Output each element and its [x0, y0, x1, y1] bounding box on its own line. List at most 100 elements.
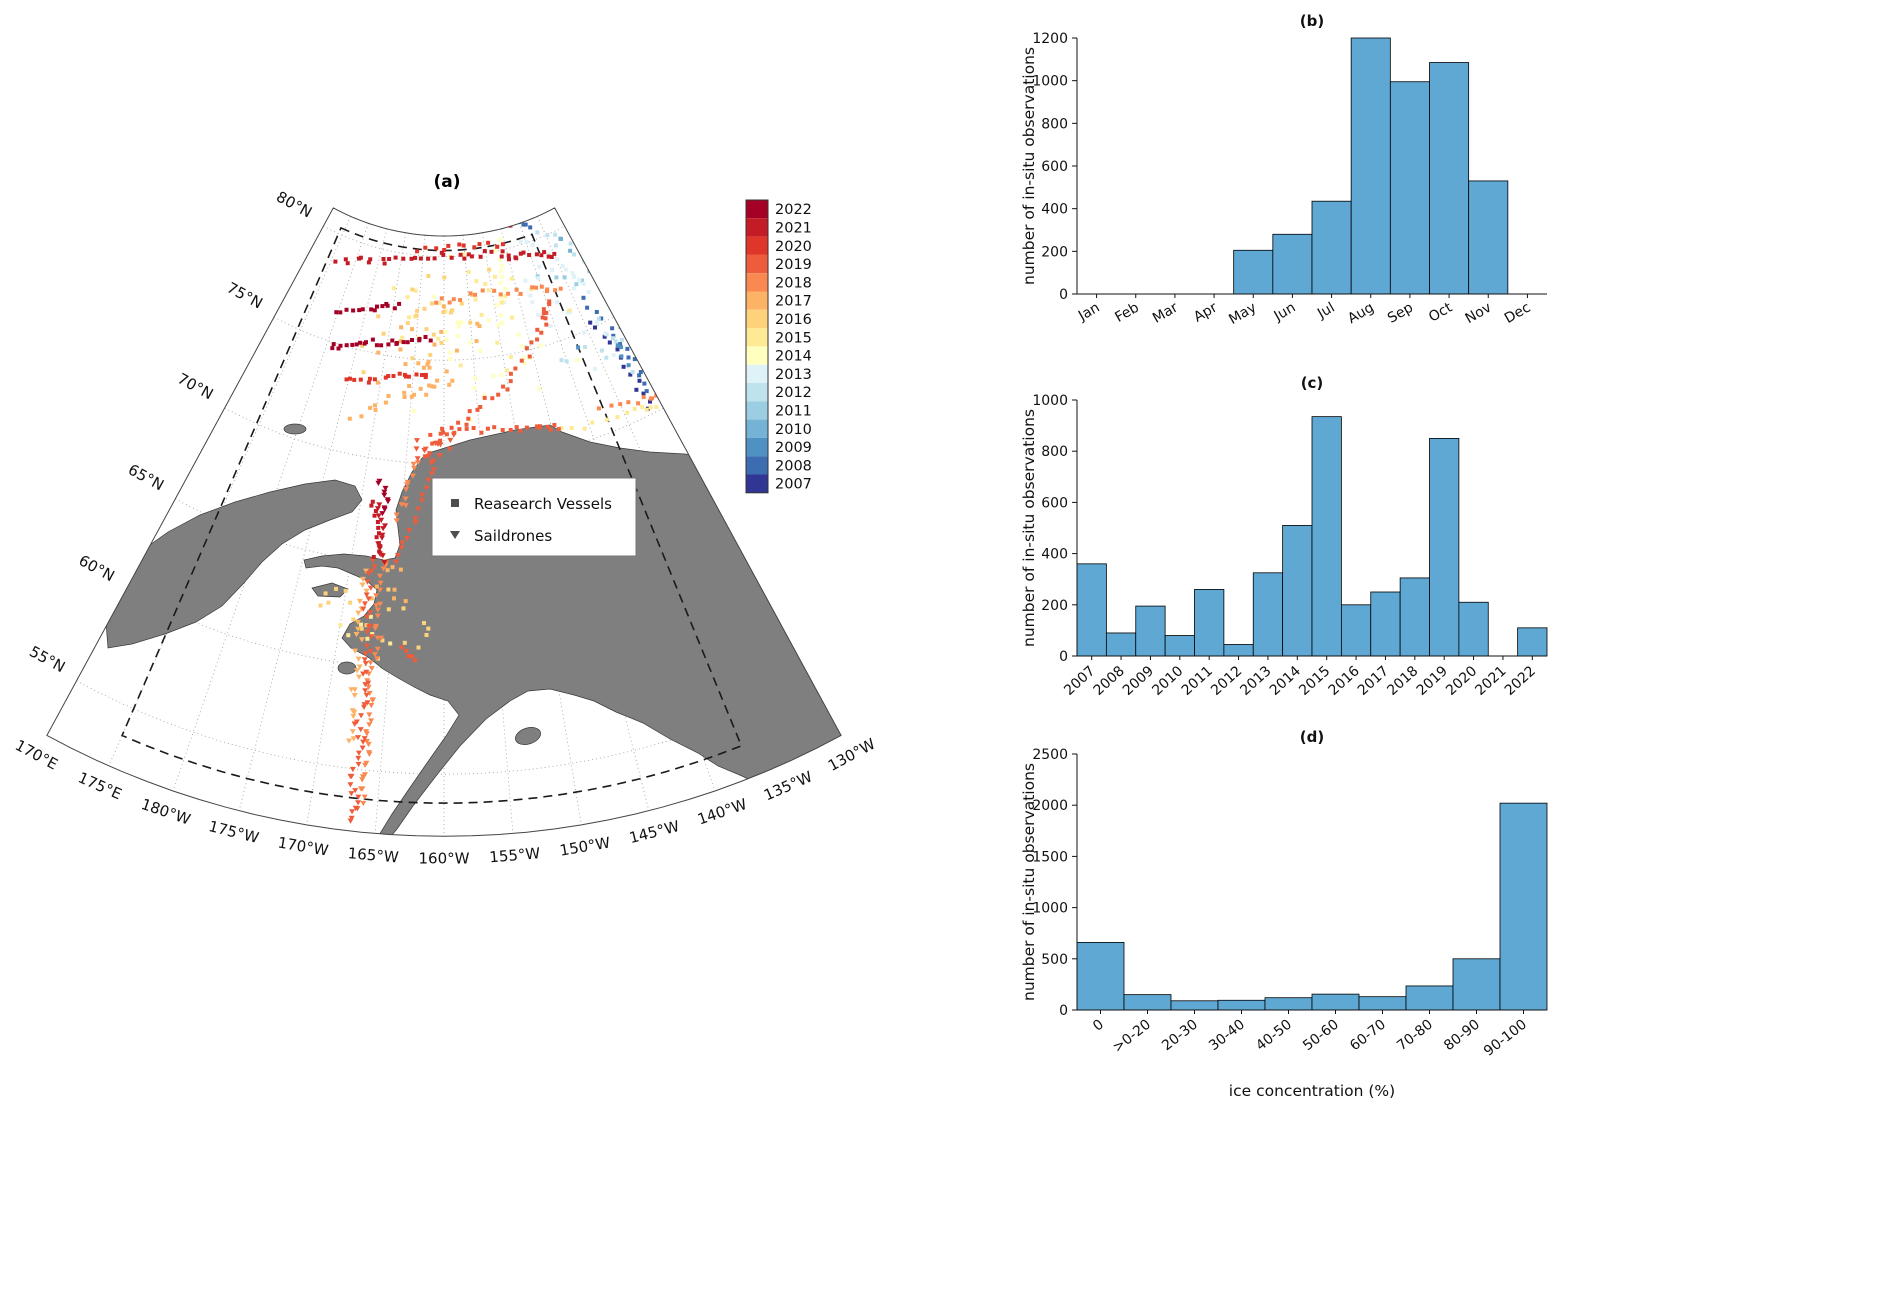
- x-axis-label: ice concentration (%): [1229, 1082, 1395, 1100]
- research-vessel-point: [596, 317, 601, 322]
- research-vessel-point: [464, 426, 469, 431]
- saildrone-point: [418, 498, 425, 504]
- research-vessel-point: [331, 342, 336, 347]
- research-vessel-point: [326, 600, 331, 605]
- saildrone-point: [432, 440, 439, 447]
- saildrone-point: [365, 571, 372, 577]
- saildrone-point: [375, 541, 382, 547]
- research-vessel-point: [626, 400, 631, 405]
- research-vessel-point: [398, 339, 403, 344]
- research-vessel-point: [402, 395, 407, 399]
- bar: [1429, 438, 1460, 657]
- lon-label: 145°W: [627, 817, 681, 847]
- research-vessel-point: [347, 416, 352, 421]
- research-vessel-point: [576, 345, 581, 350]
- saildrone-point: [382, 485, 389, 492]
- research-vessel-point: [506, 291, 511, 296]
- x-tick-label: 2015: [1296, 663, 1333, 699]
- research-vessel-point: [414, 372, 419, 377]
- research-vessel-point: [435, 378, 440, 383]
- research-vessel-point: [432, 384, 437, 389]
- saildrone-point: [377, 580, 384, 586]
- saildrone-point: [381, 492, 388, 498]
- saildrone-point: [349, 729, 356, 735]
- bar: [1217, 999, 1266, 1011]
- research-vessel-point: [423, 245, 428, 250]
- research-vessel-point: [544, 310, 549, 315]
- research-vessel-point: [492, 425, 497, 430]
- saildrone-point: [360, 800, 367, 807]
- research-vessel-point: [410, 356, 415, 361]
- research-vessel-point: [415, 308, 420, 313]
- research-vessel-point: [387, 257, 392, 261]
- saildrone-point: [414, 438, 420, 444]
- x-tick-label: 2009: [1120, 663, 1157, 699]
- research-vessel-point: [370, 337, 375, 342]
- research-vessel-point: [618, 270, 623, 274]
- research-vessel-point: [432, 342, 437, 347]
- research-vessel-point: [461, 252, 466, 257]
- colorbar-year-label: 2022: [775, 202, 812, 218]
- x-tick-label: 2014: [1267, 663, 1304, 699]
- saildrone-point: [411, 465, 418, 471]
- research-vessel-point: [477, 242, 482, 247]
- research-vessel-point: [646, 250, 651, 255]
- saildrone-point: [351, 721, 358, 727]
- research-vessel-point: [523, 278, 528, 283]
- x-tick-label: 2022: [1502, 663, 1539, 699]
- research-vessel-point: [609, 403, 614, 408]
- research-vessel-point: [644, 389, 649, 394]
- colorbar-year-label: 2013: [775, 367, 812, 383]
- colorbar-year-label: 2014: [775, 349, 812, 365]
- research-vessel-point: [436, 336, 441, 341]
- bar: [1252, 572, 1284, 657]
- graticule-meridian: [108, 216, 351, 766]
- research-vessel-point: [555, 300, 560, 304]
- research-vessel-point: [592, 366, 597, 371]
- research-vessel-point: [360, 343, 365, 348]
- y-tick-label: 1500: [1032, 849, 1068, 865]
- research-vessel-point: [429, 384, 434, 389]
- research-vessel-point: [538, 424, 543, 429]
- colorbar-cell: [746, 218, 768, 237]
- research-vessel-point: [519, 344, 524, 349]
- research-vessel-point: [558, 286, 563, 291]
- research-vessel-point: [438, 431, 443, 436]
- x-tick-label: 2018: [1384, 663, 1421, 699]
- bar: [1499, 802, 1548, 1011]
- saildrone-point: [380, 566, 387, 572]
- research-vessel-point: [535, 337, 540, 342]
- research-vessel-point: [505, 387, 510, 392]
- research-vessel-point: [382, 261, 387, 266]
- research-vessel-point: [482, 249, 487, 254]
- research-vessel-point: [442, 275, 447, 280]
- colorbar-cell: [746, 364, 768, 383]
- research-vessel-point: [442, 248, 447, 252]
- research-vessel-point: [428, 432, 433, 437]
- research-vessel-point: [374, 343, 379, 348]
- map-frame: [46, 207, 842, 837]
- research-vessel-point: [538, 343, 543, 348]
- research-vessel-point: [494, 302, 499, 307]
- research-vessel-point: [391, 374, 396, 378]
- research-vessel-point: [645, 256, 650, 261]
- research-vessel-point: [456, 324, 461, 329]
- research-vessel-point: [522, 355, 527, 360]
- research-vessel-point: [660, 255, 665, 260]
- research-vessel-point: [581, 295, 586, 300]
- y-axis-label: number of in-situ observations: [1020, 763, 1038, 1001]
- research-vessel-point: [611, 235, 616, 240]
- lat-label: 75°N: [224, 279, 266, 313]
- research-vessel-point: [604, 355, 609, 360]
- research-vessel-point: [618, 402, 623, 407]
- saildrone-point: [406, 528, 413, 534]
- research-vessel-point: [562, 275, 567, 280]
- saildrone-point: [352, 648, 359, 654]
- research-vessel-point: [439, 296, 444, 301]
- research-vessel-point: [483, 282, 488, 287]
- research-vessel-point: [545, 424, 550, 429]
- saildrone-point: [347, 782, 354, 788]
- saildrone-point: [365, 680, 372, 686]
- research-vessel-point: [450, 378, 455, 383]
- research-vessel-point: [565, 310, 570, 315]
